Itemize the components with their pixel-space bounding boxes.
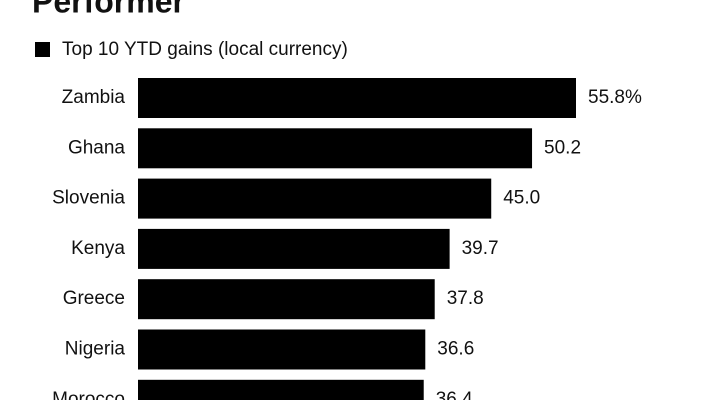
value-label: 37.8 bbox=[447, 288, 484, 309]
bar bbox=[138, 178, 492, 219]
value-label: 39.7 bbox=[462, 238, 499, 259]
value-label: 55.8% bbox=[588, 87, 642, 108]
bar bbox=[138, 228, 450, 269]
value-label: 45.0 bbox=[503, 188, 540, 209]
value-label: 36.6 bbox=[437, 339, 474, 360]
category-label: Greece bbox=[63, 288, 125, 309]
bar bbox=[138, 279, 435, 320]
legend-swatch bbox=[35, 42, 50, 57]
chart-title: Performer bbox=[32, 0, 185, 19]
category-label: Slovenia bbox=[52, 188, 125, 209]
category-label: Ghana bbox=[68, 137, 125, 158]
value-label: 50.2 bbox=[544, 137, 581, 158]
category-label: Morocco bbox=[52, 389, 125, 400]
value-label: 36.4 bbox=[436, 389, 473, 400]
category-label: Nigeria bbox=[65, 339, 126, 360]
bar bbox=[138, 379, 424, 400]
bar bbox=[138, 329, 426, 370]
category-label: Zambia bbox=[62, 87, 126, 108]
bar bbox=[138, 128, 533, 169]
bar bbox=[138, 78, 576, 118]
category-label: Kenya bbox=[71, 238, 125, 259]
legend-label: Top 10 YTD gains (local currency) bbox=[62, 39, 348, 60]
